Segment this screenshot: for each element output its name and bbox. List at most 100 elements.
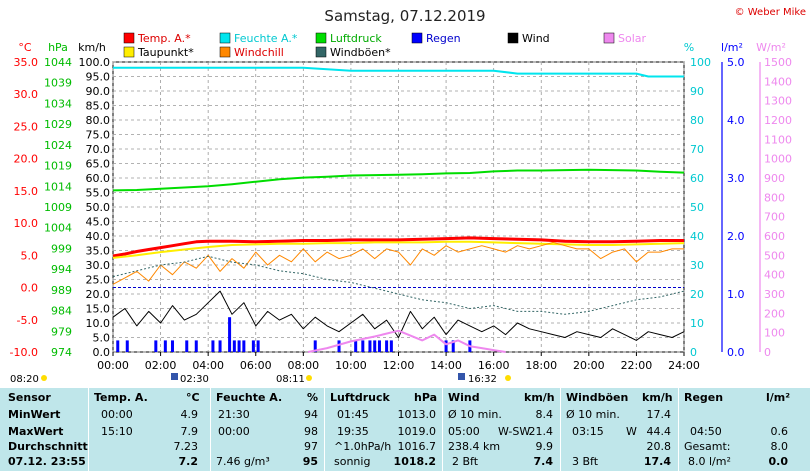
min-label: MinWert [8, 408, 61, 421]
series-taupunkt [112, 240, 685, 259]
header-rain-unit: l/m² [766, 391, 791, 404]
solar-axis-tick: 1200 [764, 114, 792, 127]
header-gust: Windböen [566, 391, 629, 404]
moonset-icon [171, 373, 178, 380]
max-press: 1019.0 [397, 425, 437, 438]
temp-axis-tick: 30.0 [14, 88, 39, 101]
solar-axis-tick: 900 [764, 172, 785, 185]
rain-bar [368, 340, 372, 352]
x-tick-label: 20:00 [573, 359, 605, 372]
legend-label: Regen [426, 32, 461, 45]
legend-swatch [507, 32, 519, 44]
solar-axis-tick: 700 [764, 211, 785, 224]
rain-bar [237, 340, 241, 352]
rain-bar [373, 340, 377, 352]
avg-gust: 20.8 [646, 440, 672, 453]
wind-axis-tick: 0.0 [93, 346, 111, 359]
wind-axis-tick: 75.0 [86, 129, 111, 142]
x-tick-label: 22:00 [621, 359, 653, 372]
legend-label: Windchill [234, 46, 284, 59]
weather-chart: Samstag, 07.12.2019 © Weber Mike Temp. A… [10, 7, 806, 385]
axis-unit-humidity: % [684, 41, 694, 54]
wind-axis-tick: 70.0 [86, 143, 111, 156]
legend-label: Temp. A.* [137, 32, 191, 45]
moonset-label: 02:30 [180, 374, 209, 385]
legend-swatch [603, 32, 615, 44]
x-tick-label: 02:00 [145, 359, 177, 372]
wind-axis-tick: 45.0 [86, 216, 111, 229]
min-wind: 8.4 [535, 408, 554, 421]
max-gust-direction: W [626, 425, 637, 438]
min-temp-time: 00:00 [101, 408, 133, 421]
wind-axis-tick: 65.0 [86, 158, 111, 171]
avg-hum: 97 [304, 440, 318, 453]
avg-press-trend: ^1.0hPa/h [334, 440, 392, 453]
current-hum: 95 [302, 455, 318, 468]
legend-swatch [219, 46, 231, 58]
legend-label: Solar [618, 32, 647, 45]
solar-axis-tick: 1400 [764, 75, 792, 88]
max-hum: 98 [304, 425, 318, 438]
sun-moon-row: 08:20 02:30 08:11 16:32 [10, 373, 511, 385]
rain-bar [125, 340, 129, 352]
humidity-axis-tick: 50 [690, 201, 704, 214]
temp-axis-tick: 0.0 [21, 282, 39, 295]
current-forecast: sonnig [334, 455, 371, 468]
current-wind-bft: 2 Bft [452, 455, 479, 468]
legend-swatch [123, 46, 135, 58]
series-lines [112, 66, 685, 353]
statistics-table: Sensor Temp. A. °C Feuchte A. % Luftdruc… [0, 388, 810, 471]
current-gust: 17.4 [643, 455, 671, 468]
header-temp: Temp. A. [94, 391, 148, 404]
temp-axis-tick: 15.0 [14, 185, 39, 198]
solar-axis-tick: 800 [764, 191, 785, 204]
current-temp: 7.2 [178, 455, 199, 468]
rain-bar [154, 340, 158, 352]
wind-axis-tick: 100.0 [79, 56, 111, 69]
avg-rain-label: Gesamt: [684, 440, 731, 453]
avg-press: 1016.7 [397, 440, 437, 453]
legend-swatch [315, 46, 327, 58]
rain-bar [313, 340, 317, 352]
header-humidity-unit: % [307, 391, 319, 404]
pressure-axis-tick: 1039 [44, 77, 72, 90]
x-tick-label: 04:00 [192, 359, 224, 372]
pressure-axis-tick: 994 [51, 263, 72, 276]
header-temp-unit: °C [186, 391, 200, 404]
rain-axis-tick: 2.0 [727, 230, 745, 243]
wind-axis-tick: 25.0 [86, 274, 111, 287]
axis-unit-rain: l/m² [721, 41, 743, 54]
header-pressure-unit: hPa [414, 391, 438, 404]
solar-axis-tick: 400 [764, 269, 785, 282]
avg-wind: 9.9 [535, 440, 554, 453]
solar-axis-tick: 1500 [764, 56, 792, 69]
avg-rain: 8.0 [770, 440, 789, 453]
wind-axis-tick: 30.0 [86, 259, 111, 272]
rain-bar [211, 340, 215, 352]
temp-axis-tick: 5.0 [21, 249, 39, 262]
humidity-axis-tick: 90 [690, 85, 704, 98]
legend-swatch [411, 32, 423, 44]
legend-label: Wind [522, 32, 550, 45]
max-press-time: 19:35 [337, 425, 369, 438]
series-windb-en [112, 255, 685, 315]
current-abs-humidity: 7.46 g/m³ [216, 455, 270, 468]
min-hum-time: 21:30 [218, 408, 250, 421]
pressure-axis-tick: 1004 [44, 222, 72, 235]
wind-axis-tick: 55.0 [86, 187, 111, 200]
max-temp-time: 15:10 [101, 425, 133, 438]
rain-axis-tick: 4.0 [727, 114, 745, 127]
grid [112, 61, 685, 353]
legend: Temp. A.* Feuchte A.* Luftdruck Regen Wind So… [123, 32, 647, 59]
current-rain: 0.0 [768, 455, 789, 468]
temp-axis-tick: -5.0 [17, 314, 38, 327]
series-windchill [112, 241, 684, 285]
min-gust: 17.4 [646, 408, 672, 421]
stats-avg-row: Durchschnitt 7.23 97 ^1.0hPa/h 1016.7 23… [0, 440, 810, 454]
wind-axis-tick: 90.0 [86, 85, 111, 98]
wind-axis-tick: 85.0 [86, 100, 111, 113]
temp-axis-tick: 25.0 [14, 120, 39, 133]
x-tick-label: 00:00 [97, 359, 129, 372]
rain-bar [251, 340, 255, 352]
pressure-axis-tick: 1024 [44, 139, 72, 152]
